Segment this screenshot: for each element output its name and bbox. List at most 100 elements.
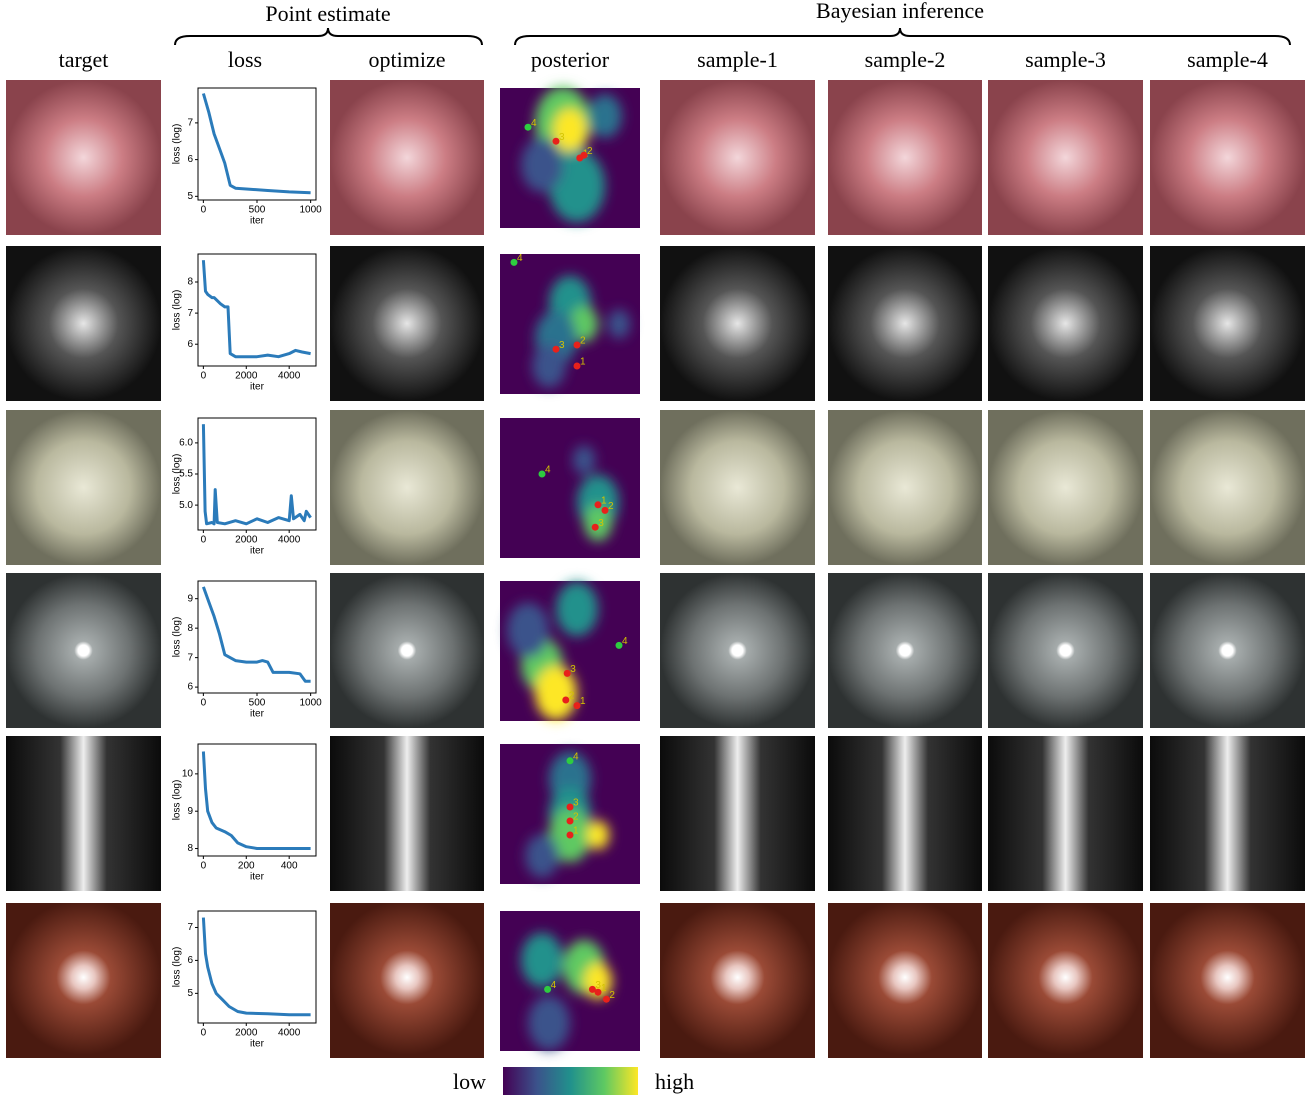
x-tick-label: 0 [201, 371, 207, 382]
y-tick-label: 10 [182, 769, 194, 780]
sample-point-label: 2 [587, 146, 593, 157]
plot-frame [198, 744, 316, 856]
density-blob [525, 834, 559, 878]
image [330, 410, 484, 565]
sample-point-label: 1 [601, 983, 607, 994]
x-tick-label: 2000 [235, 1028, 258, 1039]
x-tick-label: 1000 [300, 698, 323, 709]
y-tick-label: 7 [187, 308, 193, 319]
x-tick-label: 4000 [278, 371, 301, 382]
y-tick-label: 8 [187, 623, 193, 634]
column-label: sample-2 [865, 47, 946, 72]
image [1150, 903, 1305, 1058]
x-tick-label: 0 [201, 535, 207, 546]
y-axis-label: loss (log) [172, 780, 183, 821]
sample-point-label: 4 [545, 465, 551, 476]
column-label: posterior [531, 47, 610, 72]
sample-point-label: 2 [573, 812, 579, 823]
image [828, 246, 982, 401]
column-label: target [59, 47, 109, 72]
y-axis-label: loss (log) [172, 290, 183, 331]
sample-point-label: 2 [609, 990, 615, 1001]
brace [515, 28, 1290, 45]
sample-point-label: 3 [559, 132, 565, 143]
x-tick-label: 2000 [235, 371, 258, 382]
density-blob [588, 94, 622, 138]
image [330, 80, 484, 235]
density-blob [608, 309, 630, 338]
image [988, 573, 1143, 728]
image [988, 80, 1143, 235]
x-tick-label: 4000 [278, 535, 301, 546]
plot-frame [198, 254, 316, 366]
plot-frame [198, 88, 316, 200]
posterior-map [500, 418, 640, 558]
image [660, 246, 815, 401]
sample-point-label: 3 [559, 340, 565, 351]
x-axis-label: iter [250, 216, 265, 227]
image [1150, 246, 1305, 401]
sample-point-label: 1 [601, 495, 607, 506]
sample-point-label: 1 [580, 696, 586, 707]
sample-point-label: 4 [622, 636, 628, 647]
image [1150, 80, 1305, 235]
colorbar-low: low [453, 1069, 486, 1094]
x-tick-label: 500 [249, 205, 266, 216]
y-axis-label: loss (log) [172, 947, 183, 988]
column-label: optimize [369, 47, 446, 72]
sample-point-label: 3 [595, 980, 601, 991]
sample-point-label: 4 [551, 980, 557, 991]
image [1150, 410, 1305, 565]
y-tick-label: 8 [187, 843, 193, 854]
column-label: loss [228, 47, 262, 72]
y-tick-label: 9 [187, 593, 193, 604]
image [828, 573, 982, 728]
sample-point-label: 4 [531, 118, 537, 129]
sample-point-label: 3 [570, 664, 576, 675]
image [660, 903, 815, 1058]
density-blob [587, 820, 609, 849]
x-tick-label: 400 [281, 861, 298, 872]
x-axis-label: iter [250, 546, 265, 557]
x-tick-label: 0 [201, 698, 207, 709]
y-axis-label: loss (log) [172, 617, 183, 658]
x-tick-label: 4000 [278, 1028, 301, 1039]
y-tick-label: 5.0 [179, 500, 193, 511]
image [6, 80, 161, 235]
y-axis-label: loss (log) [172, 124, 183, 165]
x-tick-label: 2000 [235, 535, 258, 546]
colorbar [503, 1067, 638, 1095]
x-axis-label: iter [250, 709, 265, 720]
image [6, 736, 161, 891]
column-label: sample-1 [697, 47, 778, 72]
y-tick-label: 6 [187, 955, 193, 966]
image [988, 246, 1143, 401]
x-tick-label: 1000 [300, 205, 323, 216]
image [1150, 573, 1305, 728]
image [828, 80, 982, 235]
image [330, 736, 484, 891]
density-blob [553, 108, 587, 152]
group-title: Bayesian inference [816, 0, 984, 23]
group-title: Point estimate [265, 1, 390, 26]
colorbar-high: high [655, 1069, 694, 1094]
y-tick-label: 7 [187, 922, 193, 933]
plot-frame [198, 581, 316, 693]
x-axis-label: iter [250, 872, 265, 883]
y-tick-label: 7 [187, 652, 193, 663]
image [330, 573, 484, 728]
density-blob [573, 445, 595, 474]
density-blob [521, 933, 563, 988]
brace [175, 28, 482, 45]
image [660, 573, 815, 728]
image [988, 736, 1143, 891]
y-tick-label: 6 [187, 339, 193, 350]
plot-frame [198, 911, 316, 1023]
density-blob [507, 603, 549, 658]
density-blob [521, 138, 563, 193]
x-axis-label: iter [250, 1039, 265, 1050]
image [6, 903, 161, 1058]
sample-point-label: 2 [580, 336, 586, 347]
image [6, 246, 161, 401]
y-tick-label: 7 [187, 118, 193, 129]
